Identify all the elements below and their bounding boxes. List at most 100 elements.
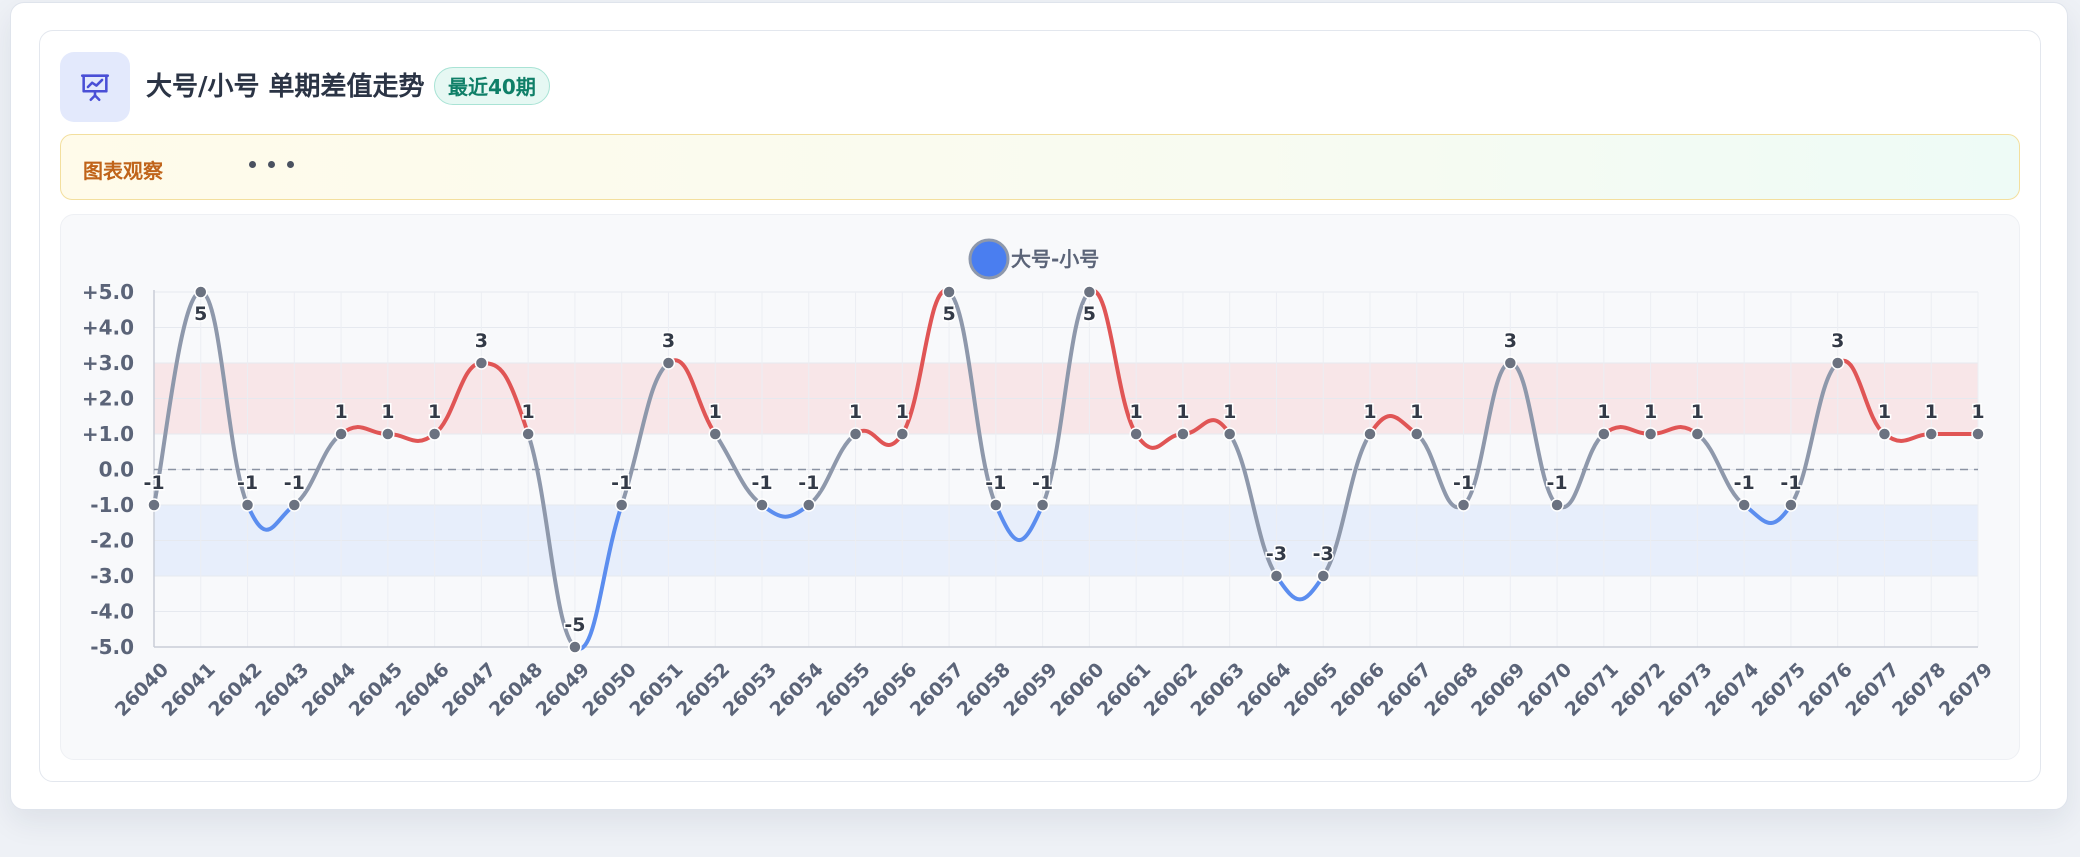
data-point <box>1035 498 1050 512</box>
data-label: 1 <box>1691 401 1704 423</box>
data-label: -1 <box>1032 472 1053 494</box>
data-label: 3 <box>662 330 675 352</box>
series-line-segment <box>1274 574 1326 602</box>
data-label: -1 <box>1547 472 1568 494</box>
data-label: 1 <box>1223 401 1236 423</box>
data-point <box>1643 427 1658 441</box>
data-label: -1 <box>985 472 1006 494</box>
data-label: 1 <box>896 401 909 423</box>
data-label: -1 <box>237 472 258 494</box>
data-label: 1 <box>1644 401 1657 423</box>
data-label: 3 <box>1831 330 1844 352</box>
y-tick-label: -5.0 <box>90 635 134 659</box>
data-label: -5 <box>564 614 585 636</box>
data-point <box>1082 285 1097 299</box>
data-label: 1 <box>381 401 394 423</box>
data-label: 1 <box>709 401 722 423</box>
data-label: -1 <box>798 472 819 494</box>
series-line-segment <box>1227 432 1279 578</box>
data-point <box>755 498 769 512</box>
ellipsis-dot <box>249 161 256 168</box>
data-label: 1 <box>428 401 441 423</box>
data-point <box>1503 356 1518 370</box>
y-tick-label: +4.0 <box>82 316 134 340</box>
data-point <box>1550 498 1564 512</box>
data-point <box>942 285 956 299</box>
data-point <box>802 498 816 512</box>
data-label: 5 <box>942 303 955 325</box>
data-point <box>521 427 535 441</box>
series-line-segment <box>1321 432 1372 578</box>
data-point <box>661 356 676 370</box>
series-line-segment <box>1882 432 1934 443</box>
data-label: -3 <box>1313 543 1334 565</box>
data-label: 1 <box>1878 401 1891 423</box>
data-label: 3 <box>1504 330 1517 352</box>
series-line-segment <box>152 290 203 507</box>
x-tick-label: 26079 <box>1935 659 1997 721</box>
series-line-segment <box>806 432 858 507</box>
y-tick-label: +2.0 <box>82 387 134 411</box>
data-point <box>848 427 863 441</box>
data-point <box>240 498 255 512</box>
legend-label: 大号-小号 <box>1011 247 1099 271</box>
data-point <box>1363 427 1377 441</box>
series-line-segment <box>1040 290 1092 507</box>
observation-banner: 图表观察 <box>60 134 2020 200</box>
header-icon-box <box>60 52 130 122</box>
observation-label: 图表观察 <box>83 159 163 183</box>
data-label: 1 <box>1130 401 1143 423</box>
data-point <box>334 427 348 441</box>
series-line-segment <box>385 432 437 443</box>
data-point <box>1924 427 1938 441</box>
data-point <box>1176 427 1190 441</box>
data-point <box>1410 427 1424 441</box>
data-point <box>1316 569 1330 583</box>
y-tick-label: -4.0 <box>90 600 134 624</box>
data-label: -1 <box>611 472 632 494</box>
data-point <box>568 640 582 654</box>
data-label: 1 <box>1925 401 1938 423</box>
y-tick-label: -3.0 <box>90 564 134 588</box>
data-point <box>194 285 208 299</box>
series-line-segment <box>619 361 671 507</box>
legend-marker <box>968 238 1010 280</box>
data-point <box>147 498 161 512</box>
series-line-segment <box>572 503 624 651</box>
data-point <box>1737 498 1751 512</box>
chart-panel <box>60 214 2020 760</box>
ellipsis-icon[interactable] <box>249 161 294 168</box>
data-point <box>1784 498 1798 512</box>
series-line-segment <box>1508 361 1560 507</box>
data-label: 1 <box>522 401 535 423</box>
data-point <box>1877 427 1892 441</box>
data-label: -1 <box>143 472 164 494</box>
data-point <box>1597 427 1611 441</box>
data-point <box>989 498 1003 512</box>
series-line-segment <box>1788 361 1840 507</box>
data-label: 1 <box>334 401 347 423</box>
series-line-segment <box>1742 503 1793 525</box>
data-point <box>1269 569 1284 583</box>
period-badge: 最近40期 <box>434 67 550 105</box>
series-line-segment <box>1461 361 1513 507</box>
data-point <box>1456 498 1471 512</box>
data-label: 1 <box>1410 401 1423 423</box>
series-line-segment <box>1414 432 1466 510</box>
data-point <box>1222 427 1237 441</box>
series-line-segment <box>993 503 1045 542</box>
series-line-segment <box>526 432 577 649</box>
data-label: -1 <box>1780 472 1801 494</box>
data-label: 5 <box>1083 303 1096 325</box>
series-line-segment <box>1368 414 1419 436</box>
data-point <box>895 427 910 441</box>
series-line-segment <box>198 290 250 507</box>
series-line-segment <box>292 432 344 507</box>
data-point <box>381 427 395 441</box>
data-point <box>427 427 442 441</box>
y-tick-label: -1.0 <box>90 493 134 517</box>
data-point <box>287 498 302 512</box>
data-label: 5 <box>194 303 207 325</box>
data-label: -1 <box>284 472 305 494</box>
